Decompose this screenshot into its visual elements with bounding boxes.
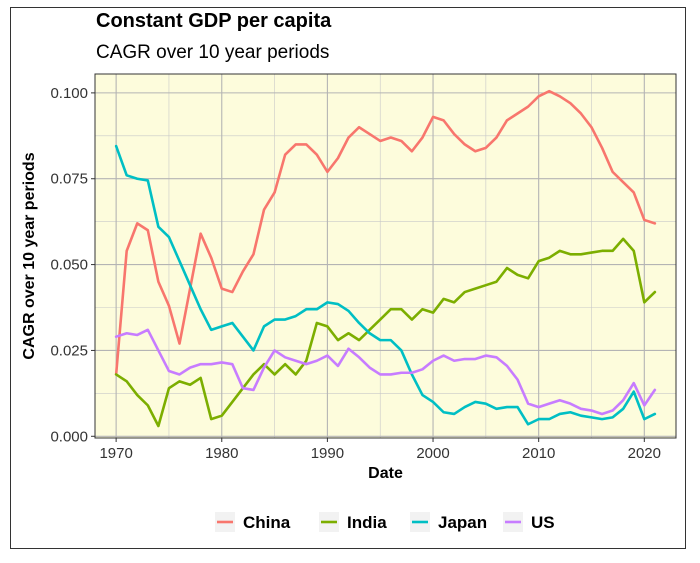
y-tick-label: 0.050	[50, 257, 88, 274]
y-axis-title: CAGR over 10 year periods	[21, 152, 38, 359]
y-tick-label: 0.000	[50, 428, 88, 445]
plot-border	[94, 73, 677, 439]
legend-label-india: India	[347, 513, 387, 532]
series-line-china	[114, 89, 657, 376]
major-gridlines	[95, 74, 676, 438]
y-tick-label: 0.025	[50, 342, 88, 359]
legend: China India Japan US	[215, 512, 555, 532]
y-tick-label: 0.100	[50, 85, 88, 102]
legend-label-us: US	[531, 513, 555, 532]
series-line-japan	[114, 144, 657, 426]
x-tick-label: 1970	[99, 445, 132, 462]
y-axis-ticks: 0.000 0.025 0.050 0.075 0.100	[50, 85, 95, 445]
x-axis-ticks: 1970 1980 1990 2000 2010 2020	[99, 438, 661, 462]
x-tick-label: 1990	[311, 445, 344, 462]
minor-gridlines	[95, 74, 676, 438]
x-tick-label: 1980	[205, 445, 238, 462]
chart-title: Constant GDP per capita	[96, 10, 332, 32]
series-line-india	[114, 237, 657, 428]
series-lines	[114, 89, 657, 428]
legend-label-japan: Japan	[438, 513, 487, 532]
plot-panel	[95, 74, 676, 438]
chart-subtitle: CAGR over 10 year periods	[96, 42, 330, 63]
legend-label-china: China	[243, 513, 291, 532]
series-line-us	[114, 328, 657, 416]
x-tick-label: 2010	[522, 445, 555, 462]
y-tick-label: 0.075	[50, 171, 88, 188]
x-tick-label: 2020	[628, 445, 661, 462]
x-tick-label: 2000	[416, 445, 449, 462]
x-axis-title: Date	[368, 465, 403, 482]
